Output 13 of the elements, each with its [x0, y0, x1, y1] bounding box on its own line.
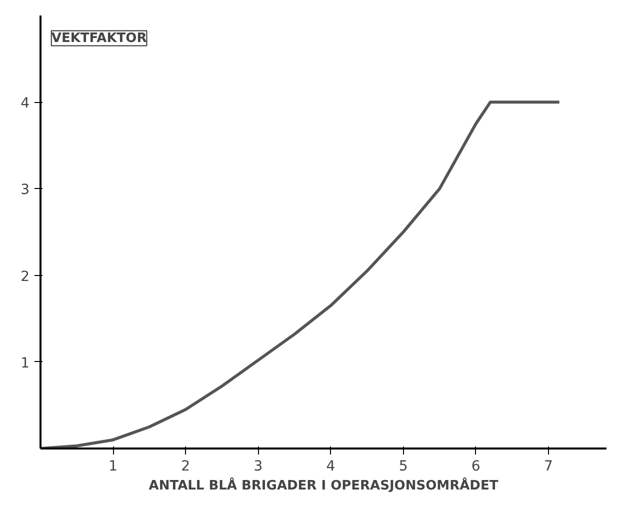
x-tick-label: 4	[326, 458, 336, 474]
y-tick-label: 3	[20, 182, 30, 198]
x-tick-label: 5	[398, 458, 408, 474]
x-tick-label: 3	[254, 458, 263, 474]
y-tick-label: 4	[20, 96, 30, 112]
x-tick-label: 1	[108, 458, 118, 474]
line-series	[40, 100, 561, 448]
x-tick-label: 6	[471, 458, 480, 474]
y-tick-label: 2	[20, 268, 30, 285]
x-tick-label: 2	[181, 458, 190, 474]
x-tick-label: 7	[544, 458, 553, 474]
y-tick-label: 1	[20, 355, 30, 372]
x-axis-title: ANTALL BLÅ BRIGADER I OPERASJONSOMRÅDET	[148, 476, 498, 494]
